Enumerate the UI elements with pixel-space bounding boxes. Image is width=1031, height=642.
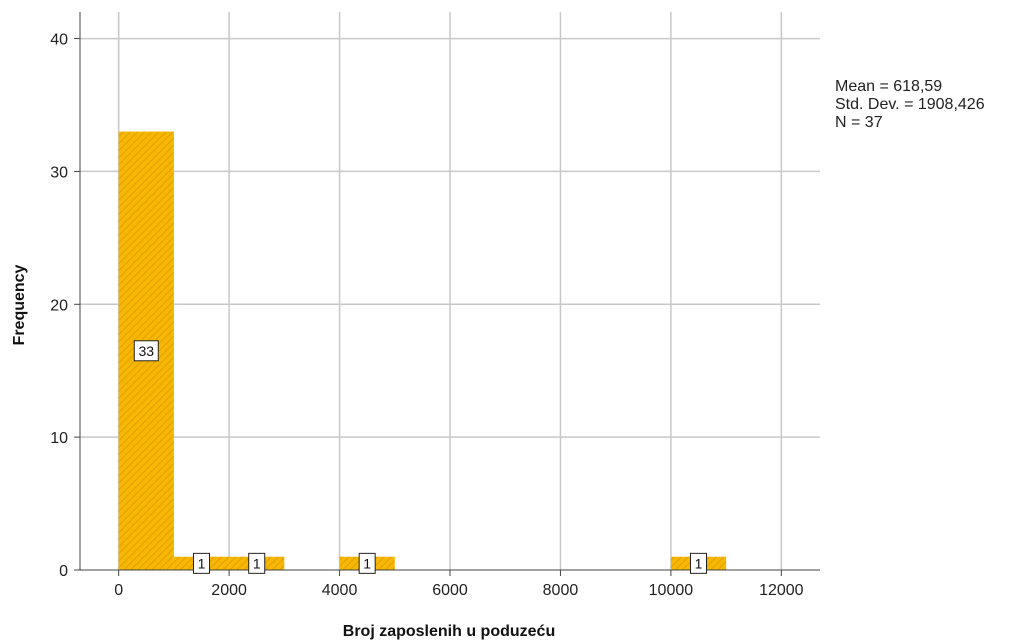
y-tick-label: 30	[50, 164, 68, 181]
y-tick-label: 0	[59, 563, 68, 580]
x-tick-label: 6000	[432, 582, 468, 599]
stat-mean: Mean = 618,59	[835, 78, 942, 95]
x-tick-label: 12000	[759, 582, 804, 599]
data-label-box	[358, 552, 376, 574]
y-tick-label: 20	[50, 297, 68, 314]
data-label: 1	[198, 555, 206, 571]
x-tick-label: 4000	[322, 582, 358, 599]
grid-lines	[80, 12, 820, 570]
data-label-box	[690, 552, 708, 574]
data-label-box	[133, 340, 159, 362]
data-label-box	[192, 552, 210, 574]
data-label: 33	[138, 343, 154, 359]
y-tick-label: 40	[50, 32, 68, 49]
data-label: 1	[363, 555, 371, 571]
data-labels: 33 1 1 1 1	[133, 340, 708, 574]
summary-statistics: Mean = 618,59 Std. Dev. = 1908,426 N = 3…	[835, 78, 985, 131]
x-tick-label: 8000	[543, 582, 579, 599]
stat-std-dev: Std. Dev. = 1908,426	[835, 96, 985, 113]
x-tick-label: 2000	[211, 582, 247, 599]
x-tick-labels: 0 2000 4000 6000 8000 10000 12000	[114, 582, 803, 599]
x-axis-title: Broj zaposlenih u poduzeću	[343, 623, 555, 640]
y-axis-title: Frequency	[11, 264, 28, 345]
data-label: 1	[695, 555, 703, 571]
stat-n: N = 37	[835, 114, 883, 131]
data-label-box	[248, 552, 266, 574]
y-tick-label: 10	[50, 430, 68, 447]
data-label: 1	[253, 555, 261, 571]
x-tick-label: 0	[114, 582, 123, 599]
x-tick-label: 10000	[649, 582, 694, 599]
y-tick-labels: 0 10 20 30 40	[50, 32, 68, 580]
